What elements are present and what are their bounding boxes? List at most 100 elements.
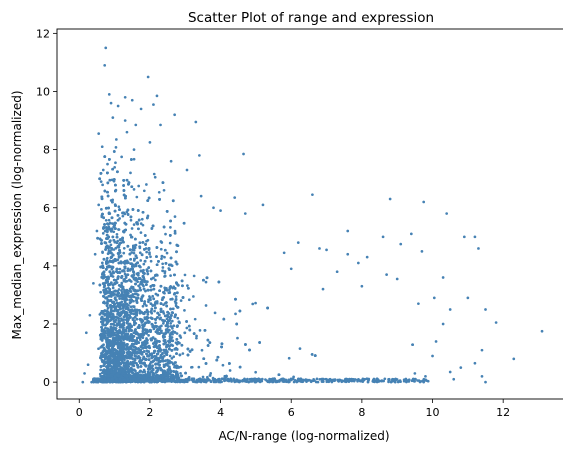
data-point	[129, 218, 133, 222]
data-point	[141, 283, 145, 287]
data-point	[170, 325, 174, 329]
data-point	[128, 301, 132, 305]
data-point	[168, 354, 172, 358]
data-point	[185, 326, 189, 330]
data-point	[175, 332, 179, 335]
data-point	[160, 257, 163, 261]
data-point	[111, 222, 114, 225]
data-point	[117, 256, 121, 259]
data-point	[153, 309, 156, 313]
data-point	[121, 307, 125, 310]
data-point	[145, 250, 148, 254]
data-point	[111, 275, 115, 278]
data-point	[195, 336, 198, 340]
data-point	[165, 251, 169, 255]
data-point	[137, 184, 141, 188]
data-point	[154, 278, 157, 282]
data-point	[132, 323, 136, 327]
data-point	[204, 304, 208, 307]
points-layer	[81, 46, 544, 384]
data-point	[139, 259, 143, 262]
data-point	[187, 324, 191, 328]
data-point	[128, 339, 132, 342]
data-point	[116, 213, 120, 217]
data-point	[145, 239, 148, 243]
data-point	[161, 181, 165, 184]
data-point	[171, 286, 175, 290]
data-point	[251, 302, 255, 306]
data-point	[112, 327, 116, 331]
data-point	[172, 355, 176, 359]
data-point	[105, 233, 109, 237]
data-point	[169, 226, 172, 229]
data-point	[162, 303, 165, 307]
data-point	[122, 246, 126, 250]
data-point	[131, 292, 135, 296]
data-point	[161, 262, 165, 266]
data-point	[137, 284, 140, 288]
data-point	[179, 371, 182, 375]
data-point	[141, 336, 145, 340]
data-point	[101, 183, 104, 187]
data-point	[163, 255, 166, 259]
data-point	[118, 267, 122, 271]
data-point	[154, 366, 158, 370]
data-point	[109, 243, 113, 247]
data-point	[123, 212, 127, 216]
data-point	[132, 157, 136, 161]
data-point	[99, 265, 103, 269]
data-point	[132, 223, 136, 226]
data-point	[101, 251, 104, 254]
data-point	[201, 375, 205, 379]
data-point	[187, 298, 191, 302]
data-point	[112, 248, 116, 251]
data-point	[98, 372, 102, 376]
data-point	[138, 338, 142, 342]
data-point	[162, 342, 166, 346]
data-point	[118, 217, 121, 220]
data-point	[154, 321, 157, 325]
data-point	[254, 370, 257, 374]
data-point	[141, 304, 145, 308]
data-point	[121, 214, 125, 218]
data-point	[152, 172, 156, 176]
data-point	[139, 222, 143, 225]
data-point	[197, 365, 201, 369]
data-point	[147, 300, 150, 304]
data-point	[114, 146, 118, 149]
data-point	[213, 311, 217, 315]
data-point	[112, 230, 116, 234]
data-point	[179, 365, 183, 369]
data-point	[170, 319, 174, 323]
data-point	[192, 274, 196, 278]
data-point	[236, 336, 239, 340]
data-point	[113, 165, 116, 169]
data-point	[163, 271, 167, 275]
data-point	[114, 161, 117, 165]
data-point	[173, 229, 177, 233]
data-point	[204, 362, 208, 365]
data-point	[198, 329, 202, 332]
data-point	[298, 347, 302, 350]
data-point	[176, 316, 180, 320]
data-point	[169, 322, 173, 325]
data-point	[101, 232, 105, 235]
data-point	[144, 289, 147, 293]
data-point	[175, 243, 179, 247]
data-point	[117, 205, 121, 209]
data-point	[107, 218, 111, 222]
data-point	[173, 215, 177, 218]
data-point	[123, 272, 127, 276]
data-point	[221, 363, 225, 367]
data-point	[145, 304, 148, 307]
data-point	[200, 348, 204, 352]
data-point	[101, 371, 104, 375]
data-point	[411, 343, 414, 347]
data-point	[132, 299, 135, 303]
data-point	[99, 368, 103, 372]
data-point	[132, 188, 136, 191]
data-point	[106, 194, 110, 198]
data-point	[132, 251, 136, 255]
data-point	[100, 261, 104, 265]
data-point	[149, 255, 152, 259]
